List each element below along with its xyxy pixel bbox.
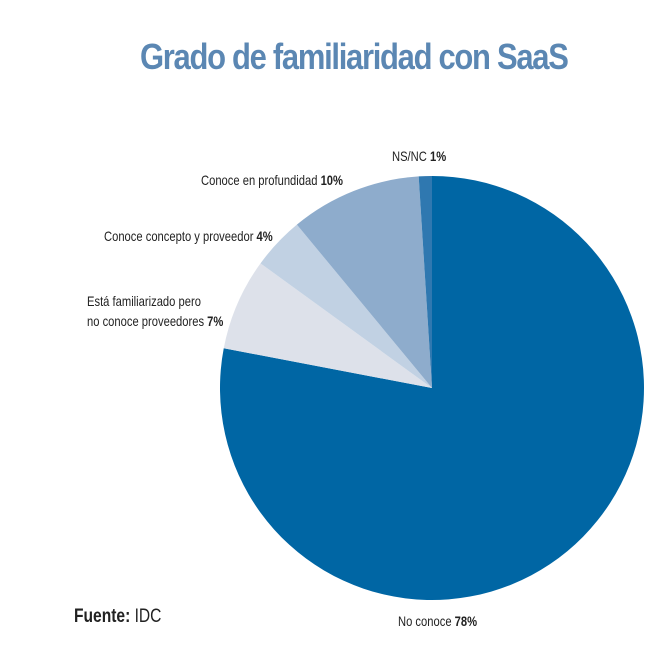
pie-slice	[223, 263, 432, 388]
label-conoce-concepto: Conoce concepto y proveedor 4%	[104, 228, 273, 244]
pie-slice	[418, 176, 432, 388]
label-no-conoce: No conoce 78%	[398, 613, 478, 629]
source-note: Fuente: IDC	[74, 606, 162, 627]
pie-slice	[296, 176, 432, 388]
chart-title: Grado de familiaridad con SaaS	[140, 36, 569, 77]
label-conoce-profundidad: Conoce en profundidad 10%	[201, 172, 343, 188]
pie-slice	[260, 224, 432, 388]
label-nsnc: NS/NC 1%	[392, 148, 447, 164]
label-familiarizado: Está familiarizado pero no conoce proveed…	[87, 293, 224, 329]
